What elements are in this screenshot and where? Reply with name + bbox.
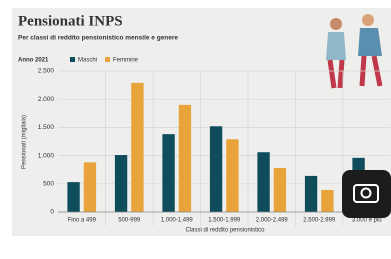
- x-tick-label: 2.000-2.499: [256, 218, 289, 224]
- bar: [305, 176, 317, 212]
- bar: [274, 168, 286, 212]
- x-tick-label: 500-999: [118, 218, 141, 224]
- legend-swatch: [105, 57, 110, 62]
- bar: [257, 152, 269, 212]
- chart-subtitle: Per classi di reddito pensionistico mens…: [18, 35, 178, 42]
- x-tick-label: 1.500-1.999: [208, 218, 241, 224]
- x-tick-label: 1.000-1.499: [161, 218, 194, 224]
- camera-button[interactable]: [342, 170, 391, 218]
- x-tick-label: Fino a 499: [68, 218, 97, 224]
- x-axis-label: Classi di reddito pensionistico: [185, 228, 265, 234]
- y-tick-label: 2.000: [38, 96, 55, 103]
- chart-title: Pensionati INPS: [18, 13, 123, 29]
- x-tick-label: 3.000 e più: [352, 218, 382, 224]
- y-tick-label: 500: [43, 181, 54, 188]
- legend-label: Maschi: [78, 58, 97, 64]
- bar: [84, 162, 96, 212]
- y-tick-label: 1.500: [38, 124, 55, 131]
- y-tick-label: 1.000: [38, 152, 55, 159]
- bar: [115, 155, 127, 212]
- chart: Pensionati INPS Per classi di reddito pe…: [0, 0, 391, 259]
- bar: [226, 139, 238, 212]
- y-tick-label: 2.500: [38, 68, 55, 75]
- bar: [210, 126, 222, 212]
- bar: [321, 190, 333, 212]
- legend-label: Femmine: [113, 58, 139, 64]
- y-tick-label: 0: [50, 209, 54, 216]
- legend-swatch: [70, 57, 75, 62]
- bar: [162, 134, 174, 212]
- y-axis-label: Pensionati (migliaia): [22, 115, 28, 169]
- bar: [67, 182, 79, 212]
- bar: [179, 105, 191, 212]
- year-label: Anno 2021: [18, 58, 49, 64]
- x-tick-label: 2.500-2.999: [303, 218, 336, 224]
- bar: [131, 83, 143, 212]
- camera-bg[interactable]: [342, 170, 391, 218]
